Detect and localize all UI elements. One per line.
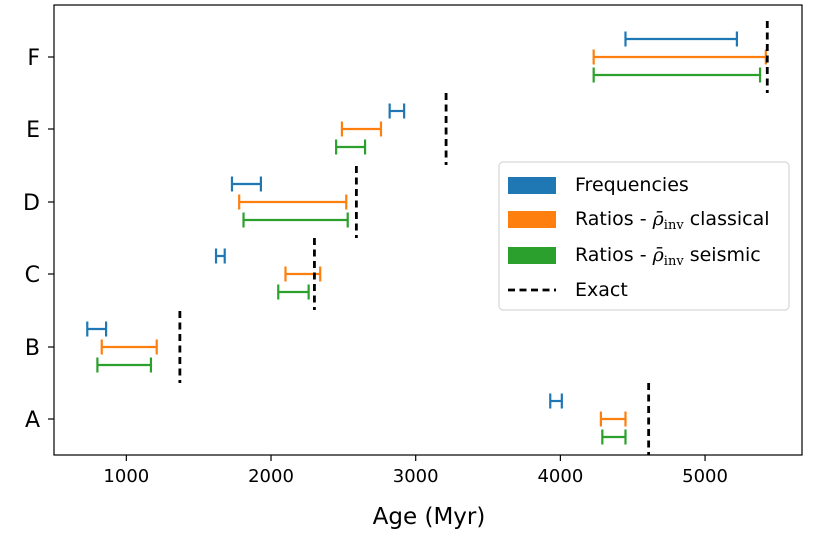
range-bar-A-series-1	[599, 411, 627, 427]
range-bar-D-series-2	[242, 212, 349, 228]
x-tick-label: 3000	[393, 466, 439, 487]
range-bar-B-series-2	[96, 357, 153, 373]
legend-label: Exact	[575, 279, 628, 301]
range-bar-E-series-0	[388, 103, 406, 119]
legend-label: Ratios - ρ̄inv seismic	[575, 244, 761, 269]
range-bar-E-series-2	[335, 139, 367, 155]
range-bar-D-series-0	[230, 176, 262, 192]
range-bar-A-series-0	[549, 393, 563, 409]
x-tick-label: 1000	[103, 466, 149, 487]
legend-label: Ratios - ρ̄inv classical	[575, 208, 770, 233]
range-bar-A-series-2	[601, 429, 627, 445]
range-bar-F-series-1	[592, 49, 767, 65]
legend-swatch	[508, 177, 556, 194]
legend-swatch	[508, 211, 556, 228]
y-tick-label: E	[26, 118, 40, 143]
x-tick-label: 2000	[248, 466, 294, 487]
range-bar-D-series-1	[238, 194, 348, 210]
range-bar-E-series-1	[340, 121, 383, 137]
y-tick-label: B	[25, 336, 40, 361]
axes: 1000 2000 3000 4000 5000 A B C D E F	[23, 4, 803, 487]
legend: Frequencies Ratios - ρ̄inv classical Ratio…	[498, 161, 790, 311]
range-bar-C-series-0	[214, 248, 226, 264]
legend-swatch	[508, 247, 556, 264]
x-tick-label: 4000	[537, 466, 583, 487]
y-tick-label: C	[25, 263, 40, 288]
y-tick-label: A	[25, 408, 40, 433]
range-bar-B-series-1	[100, 339, 158, 355]
y-tick-label: D	[23, 191, 40, 216]
legend-box	[498, 161, 790, 311]
range-bar-F-series-0	[624, 31, 738, 47]
range-bar-F-series-2	[592, 67, 762, 83]
range-bar-B-series-0	[86, 321, 108, 337]
legend-label: Frequencies	[575, 174, 689, 196]
chart-marks	[86, 21, 769, 455]
x-axis-label: Age (Myr)	[373, 504, 486, 530]
plot-frame	[53, 4, 803, 456]
x-tick-label: 5000	[682, 466, 728, 487]
range-bar-C-series-2	[277, 284, 310, 300]
y-tick-label: F	[27, 46, 40, 71]
